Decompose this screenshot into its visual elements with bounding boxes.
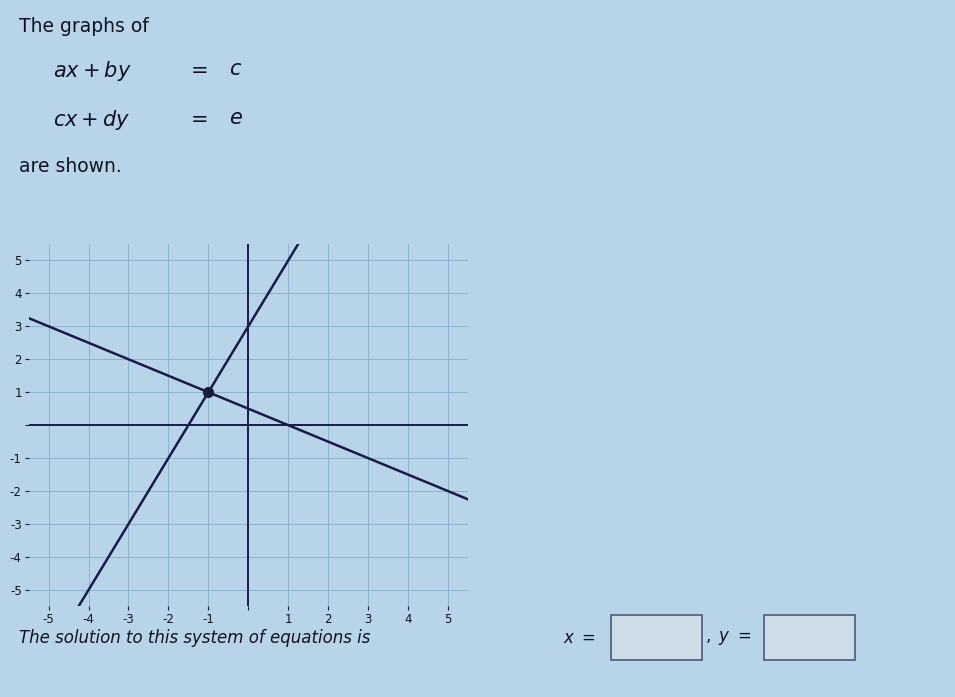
- Text: The graphs of: The graphs of: [19, 17, 149, 36]
- Text: $ax + by$: $ax + by$: [53, 59, 131, 83]
- Text: $cx + dy$: $cx + dy$: [53, 108, 130, 132]
- Text: $=$: $=$: [186, 59, 207, 79]
- Text: $x\ =$: $x\ =$: [563, 629, 597, 647]
- Text: The solution to this system of equations is: The solution to this system of equations…: [19, 629, 375, 647]
- Text: $=$: $=$: [186, 108, 207, 128]
- Text: $e$: $e$: [229, 108, 244, 128]
- Text: $,\ y\ =$: $,\ y\ =$: [705, 629, 752, 647]
- Text: are shown.: are shown.: [19, 157, 122, 176]
- Text: $c$: $c$: [229, 59, 243, 79]
